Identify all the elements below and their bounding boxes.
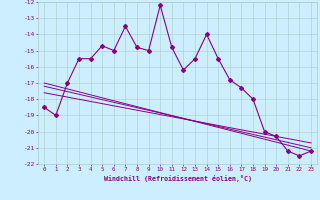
- X-axis label: Windchill (Refroidissement éolien,°C): Windchill (Refroidissement éolien,°C): [104, 175, 252, 182]
